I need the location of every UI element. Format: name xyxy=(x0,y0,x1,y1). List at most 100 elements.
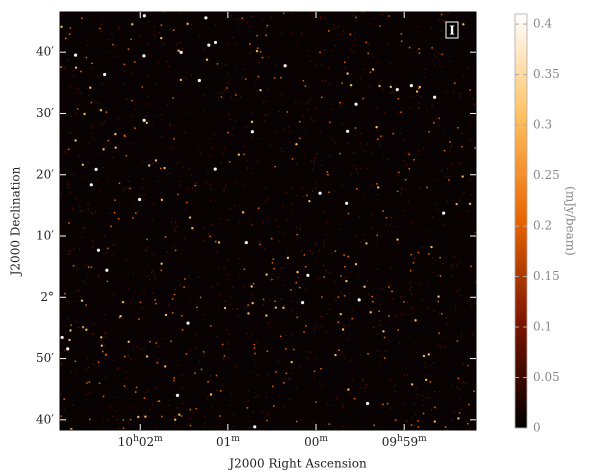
speck xyxy=(231,134,234,137)
speck xyxy=(439,274,442,277)
speck xyxy=(216,62,219,65)
speck xyxy=(185,77,188,79)
speck xyxy=(417,426,420,428)
speck xyxy=(319,51,322,54)
speck xyxy=(160,415,163,418)
speck xyxy=(391,298,394,300)
speck xyxy=(200,368,203,371)
speck xyxy=(289,141,291,143)
speck xyxy=(251,112,253,115)
speck xyxy=(461,132,464,135)
speck xyxy=(152,163,154,165)
speck xyxy=(180,415,183,417)
speck xyxy=(164,365,167,368)
speck xyxy=(428,130,431,133)
speck xyxy=(207,380,209,383)
speck xyxy=(265,396,268,399)
speck xyxy=(431,47,433,49)
speck xyxy=(116,367,118,370)
speck xyxy=(315,183,317,185)
speck xyxy=(103,345,106,347)
speck xyxy=(216,251,218,254)
speck xyxy=(123,70,126,73)
speck xyxy=(109,405,112,408)
speck xyxy=(77,267,79,270)
speck xyxy=(117,217,120,220)
speck xyxy=(129,142,132,145)
speck xyxy=(69,27,72,29)
speck xyxy=(97,365,99,367)
speck xyxy=(320,96,323,99)
speck xyxy=(146,96,149,98)
speck xyxy=(98,382,101,385)
speck xyxy=(427,353,430,356)
speck xyxy=(123,385,126,387)
speck xyxy=(179,78,183,82)
speck xyxy=(351,309,354,311)
speck xyxy=(63,249,65,251)
speck xyxy=(340,353,342,356)
speck xyxy=(249,25,252,28)
speck xyxy=(355,168,358,170)
speck xyxy=(371,153,373,155)
speck xyxy=(189,418,192,420)
speck xyxy=(436,274,439,276)
speck xyxy=(377,83,380,85)
speck xyxy=(431,271,433,274)
speck xyxy=(358,215,361,218)
speck xyxy=(459,161,462,164)
speck xyxy=(433,95,437,99)
speck xyxy=(124,386,127,389)
speck xyxy=(305,102,308,105)
speck xyxy=(422,354,426,358)
speck xyxy=(386,158,389,160)
speck xyxy=(164,313,168,317)
speck xyxy=(247,312,250,315)
speck xyxy=(371,227,374,230)
speck xyxy=(323,240,325,242)
speck xyxy=(466,422,469,425)
speck xyxy=(131,99,133,102)
speck xyxy=(418,47,420,50)
speck xyxy=(367,293,370,295)
speck xyxy=(396,238,399,241)
speck xyxy=(228,333,230,335)
speck xyxy=(147,164,151,167)
speck xyxy=(202,94,205,97)
speck xyxy=(237,315,239,317)
speck xyxy=(344,357,346,360)
speck xyxy=(270,237,273,240)
speck xyxy=(274,64,276,67)
speck xyxy=(118,182,121,185)
speck xyxy=(103,421,105,423)
speck xyxy=(146,389,148,392)
speck xyxy=(324,49,326,51)
speck xyxy=(343,294,346,297)
speck xyxy=(147,54,149,56)
speck xyxy=(155,387,157,389)
speck xyxy=(146,247,148,249)
speck xyxy=(313,377,316,379)
speck xyxy=(111,255,114,257)
speck xyxy=(218,268,220,270)
speck xyxy=(424,68,427,70)
speck xyxy=(194,184,197,187)
speck xyxy=(246,332,249,335)
speck xyxy=(81,163,85,166)
speck xyxy=(432,216,434,218)
speck xyxy=(257,160,259,162)
speck xyxy=(151,162,153,164)
speck xyxy=(265,273,268,276)
speck xyxy=(178,23,180,25)
speck xyxy=(326,171,329,173)
speck xyxy=(394,420,397,422)
speck xyxy=(194,182,196,184)
speck xyxy=(173,293,176,296)
speck xyxy=(282,306,285,309)
speck xyxy=(347,388,350,391)
speck xyxy=(433,54,435,56)
speck xyxy=(259,51,262,53)
speck xyxy=(302,116,304,118)
speck xyxy=(236,181,238,184)
speck xyxy=(422,147,425,149)
